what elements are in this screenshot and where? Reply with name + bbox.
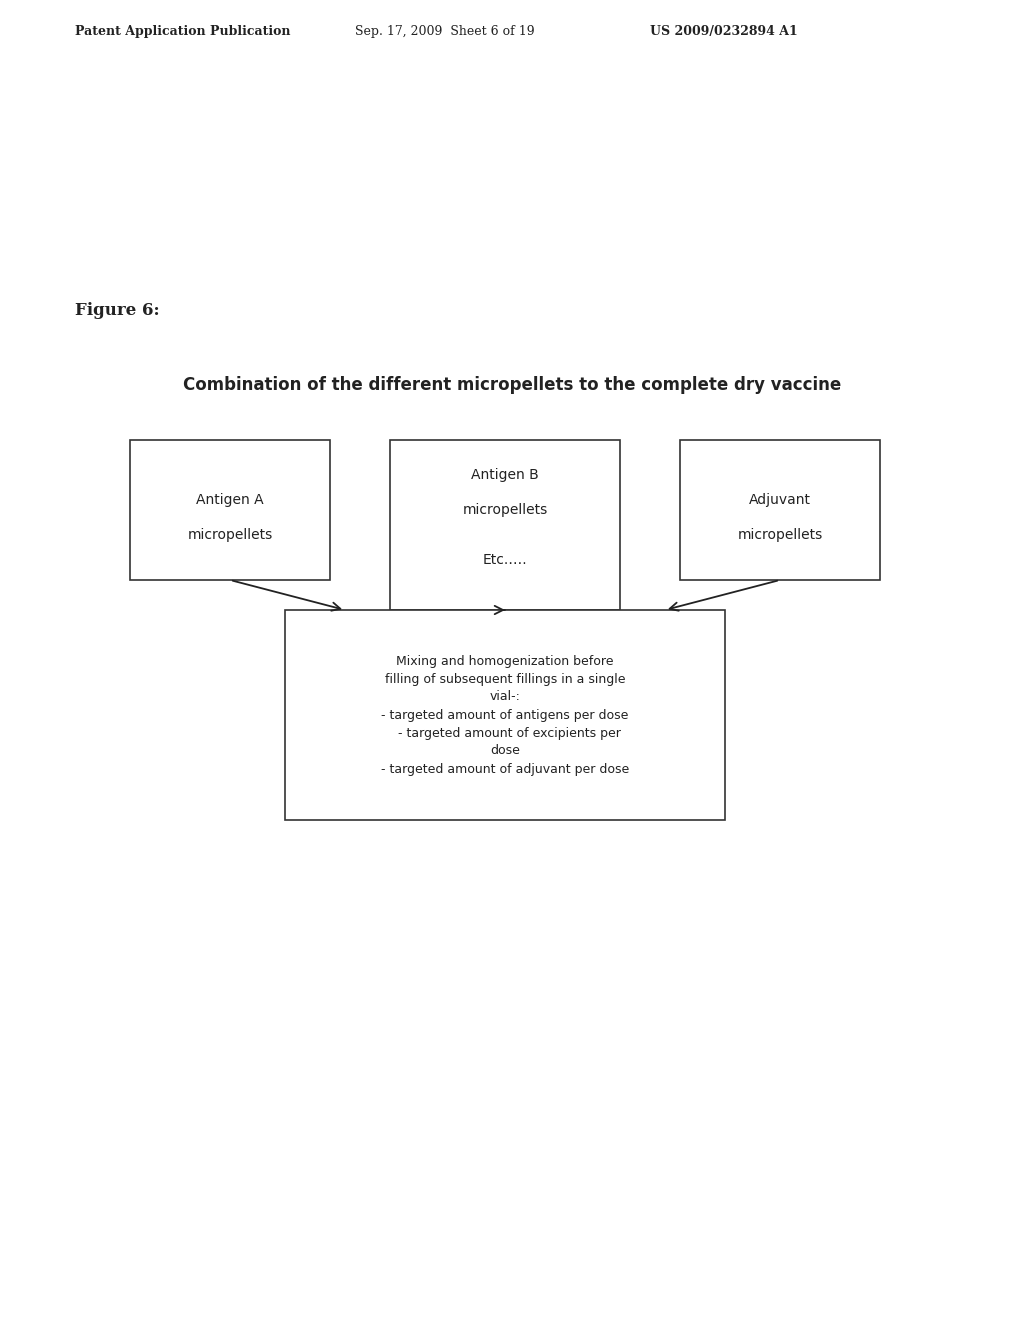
Text: Adjuvant: Adjuvant [749, 492, 811, 507]
Text: micropellets: micropellets [187, 528, 272, 543]
Text: Patent Application Publication: Patent Application Publication [75, 25, 291, 38]
FancyBboxPatch shape [285, 610, 725, 820]
Text: Combination of the different micropellets to the complete dry vaccine: Combination of the different micropellet… [183, 376, 841, 393]
Text: US 2009/0232894 A1: US 2009/0232894 A1 [650, 25, 798, 38]
Text: Sep. 17, 2009  Sheet 6 of 19: Sep. 17, 2009 Sheet 6 of 19 [355, 25, 535, 38]
Text: micropellets: micropellets [463, 503, 548, 517]
FancyBboxPatch shape [680, 440, 880, 579]
Text: Mixing and homogenization before
filling of subsequent fillings in a single
vial: Mixing and homogenization before filling… [381, 655, 629, 776]
Text: micropellets: micropellets [737, 528, 822, 543]
Text: Figure 6:: Figure 6: [75, 302, 160, 319]
Text: Antigen A: Antigen A [197, 492, 264, 507]
FancyBboxPatch shape [390, 440, 620, 610]
Text: Antigen B: Antigen B [471, 469, 539, 482]
Text: Etc.….: Etc.…. [482, 553, 527, 568]
FancyBboxPatch shape [130, 440, 330, 579]
